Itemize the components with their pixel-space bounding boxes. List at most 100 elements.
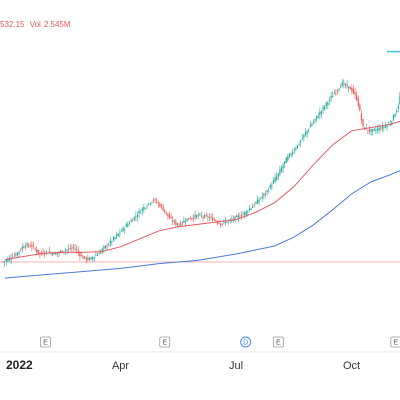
event-marker-label: E <box>162 340 167 347</box>
candle <box>280 165 283 173</box>
candle <box>378 124 380 134</box>
x-tick-label: Oct <box>343 360 360 372</box>
candle <box>328 96 331 106</box>
candle <box>354 87 356 100</box>
candle <box>324 105 326 112</box>
candle <box>180 220 182 227</box>
candle <box>172 215 174 226</box>
candle <box>29 242 31 248</box>
dividend-marker[interactable]: D <box>240 336 252 348</box>
candle <box>244 211 246 220</box>
candle <box>143 203 145 214</box>
candle <box>175 218 177 228</box>
candle <box>292 148 294 157</box>
candle <box>304 128 307 137</box>
candle <box>151 201 153 205</box>
moving-average-slow-line <box>4 170 400 279</box>
candle <box>68 244 70 253</box>
candle <box>34 247 36 251</box>
candle <box>344 82 347 89</box>
candle <box>4 260 6 267</box>
candle <box>386 124 388 132</box>
candle <box>348 86 350 93</box>
candle <box>287 153 289 162</box>
candle <box>372 128 374 136</box>
candle <box>58 250 60 257</box>
candle <box>152 197 155 204</box>
candle <box>48 246 51 253</box>
candle <box>373 128 375 132</box>
candle <box>288 153 291 159</box>
candle <box>221 223 223 227</box>
candle <box>268 187 270 194</box>
candle <box>312 119 315 125</box>
candle <box>381 121 383 133</box>
moving-average-fast-line <box>4 120 400 261</box>
candle <box>202 215 204 222</box>
candle <box>93 256 95 263</box>
candle <box>322 105 324 114</box>
x-axis: 2022 Apr Jul Oct <box>6 358 360 372</box>
candle <box>223 219 225 225</box>
earnings-marker[interactable]: E <box>40 336 51 348</box>
candle <box>64 247 67 256</box>
candle <box>269 183 271 190</box>
candle <box>237 212 239 223</box>
candle <box>394 113 396 118</box>
candle <box>157 200 159 208</box>
candle <box>82 254 84 259</box>
candle <box>28 242 30 249</box>
x-tick-label: 2022 <box>6 358 33 372</box>
candle <box>336 88 339 95</box>
candle <box>333 90 335 95</box>
candle <box>122 226 124 233</box>
price-readout: 532.15 <box>0 20 25 29</box>
candle <box>316 115 318 123</box>
candle <box>311 122 313 127</box>
candle <box>197 212 199 220</box>
candle <box>192 214 195 223</box>
candle <box>240 211 243 221</box>
candle <box>90 256 92 261</box>
candle <box>199 213 201 216</box>
candle <box>255 201 257 205</box>
candle <box>165 211 167 216</box>
candle <box>359 102 361 112</box>
candle <box>325 101 327 110</box>
candle <box>248 204 251 212</box>
candle <box>66 248 68 255</box>
candle <box>357 95 359 109</box>
candle <box>96 252 99 256</box>
candle <box>69 243 71 251</box>
candle <box>188 217 190 220</box>
candle <box>226 221 228 223</box>
candle <box>204 213 206 220</box>
candle <box>295 146 297 152</box>
candle <box>92 255 94 262</box>
candle <box>271 182 273 191</box>
candle <box>135 211 137 222</box>
earnings-marker[interactable]: E <box>159 336 171 348</box>
moving-averages-layer <box>4 120 400 279</box>
candle <box>191 217 193 221</box>
candle <box>138 208 140 218</box>
candle <box>301 133 303 140</box>
candle <box>220 223 222 229</box>
candle <box>392 114 395 121</box>
candle <box>124 227 126 234</box>
candle <box>274 173 276 184</box>
candle <box>24 242 27 251</box>
event-marker-label: E <box>393 340 398 347</box>
candle <box>320 110 323 119</box>
candle <box>284 161 286 169</box>
candle <box>144 207 147 210</box>
candle <box>186 218 188 223</box>
candle <box>164 209 166 214</box>
candle <box>260 197 262 200</box>
candle <box>184 217 187 227</box>
earnings-marker[interactable]: E <box>272 336 284 348</box>
earnings-marker[interactable]: E <box>390 336 400 348</box>
candle <box>314 118 316 124</box>
